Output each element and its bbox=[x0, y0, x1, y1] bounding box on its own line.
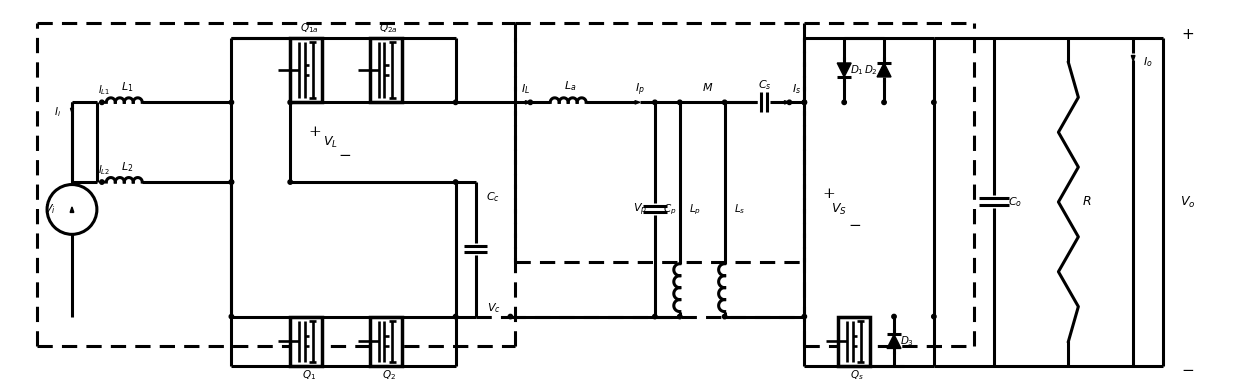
Text: $V_L$: $V_L$ bbox=[322, 135, 337, 150]
Circle shape bbox=[802, 314, 806, 319]
Polygon shape bbox=[635, 101, 640, 104]
Circle shape bbox=[677, 314, 682, 319]
Circle shape bbox=[892, 314, 897, 319]
Polygon shape bbox=[71, 108, 73, 113]
Polygon shape bbox=[377, 340, 381, 343]
Polygon shape bbox=[102, 101, 107, 104]
Text: $D_3$: $D_3$ bbox=[900, 335, 914, 348]
Text: $I_i$: $I_i$ bbox=[53, 105, 61, 119]
Circle shape bbox=[454, 100, 458, 104]
Circle shape bbox=[288, 180, 293, 184]
Polygon shape bbox=[526, 101, 531, 104]
Text: $-$: $-$ bbox=[339, 147, 352, 161]
Polygon shape bbox=[887, 334, 901, 348]
Polygon shape bbox=[837, 63, 851, 77]
Text: $I_{L1}$: $I_{L1}$ bbox=[98, 84, 110, 97]
Bar bbox=[290, 38, 322, 102]
Text: $V_p$: $V_p$ bbox=[632, 201, 647, 217]
Circle shape bbox=[454, 180, 458, 184]
Polygon shape bbox=[71, 207, 74, 212]
Text: $-$: $-$ bbox=[848, 217, 861, 231]
Circle shape bbox=[842, 100, 847, 104]
Text: $V_S$: $V_S$ bbox=[831, 202, 847, 217]
Circle shape bbox=[882, 100, 887, 104]
Text: $L_p$: $L_p$ bbox=[688, 202, 701, 217]
Polygon shape bbox=[1131, 55, 1135, 61]
Text: $C_c$: $C_c$ bbox=[486, 190, 501, 204]
Circle shape bbox=[677, 100, 682, 104]
Circle shape bbox=[931, 100, 936, 104]
Text: $I_s$: $I_s$ bbox=[792, 82, 801, 96]
Text: $V_i$: $V_i$ bbox=[45, 202, 56, 216]
Circle shape bbox=[99, 100, 104, 104]
Circle shape bbox=[229, 100, 233, 104]
Polygon shape bbox=[296, 340, 300, 343]
Circle shape bbox=[723, 314, 727, 319]
Text: $L_1$: $L_1$ bbox=[120, 80, 133, 94]
Text: $R$: $R$ bbox=[1081, 195, 1091, 209]
Text: $Q_1$: $Q_1$ bbox=[303, 368, 316, 382]
Polygon shape bbox=[296, 68, 300, 71]
Bar bbox=[290, 317, 322, 366]
Circle shape bbox=[652, 314, 657, 319]
Circle shape bbox=[99, 180, 104, 184]
Circle shape bbox=[229, 180, 233, 184]
Circle shape bbox=[802, 100, 806, 104]
Text: $Q_{2a}$: $Q_{2a}$ bbox=[379, 22, 398, 36]
Bar bbox=[370, 38, 402, 102]
Text: $L_a$: $L_a$ bbox=[564, 79, 577, 93]
Text: $-$: $-$ bbox=[1182, 362, 1194, 377]
Polygon shape bbox=[844, 340, 848, 343]
Text: $M$: $M$ bbox=[702, 81, 713, 93]
Text: $Q_s$: $Q_s$ bbox=[851, 368, 864, 382]
Circle shape bbox=[723, 100, 727, 104]
Polygon shape bbox=[877, 63, 892, 77]
Text: $C_o$: $C_o$ bbox=[1008, 195, 1023, 209]
Text: $V_c$: $V_c$ bbox=[486, 302, 500, 315]
Text: +: + bbox=[309, 125, 321, 139]
Bar bbox=[370, 317, 402, 366]
Text: $C_s$: $C_s$ bbox=[758, 79, 771, 92]
Text: $I_L$: $I_L$ bbox=[521, 82, 529, 96]
Bar bbox=[838, 317, 870, 366]
Text: $I_p$: $I_p$ bbox=[635, 81, 645, 98]
Circle shape bbox=[508, 314, 512, 319]
Text: +: + bbox=[823, 187, 836, 202]
Circle shape bbox=[229, 180, 233, 184]
Polygon shape bbox=[102, 181, 107, 183]
Circle shape bbox=[288, 100, 293, 104]
Text: $V_o$: $V_o$ bbox=[1180, 194, 1195, 209]
Text: $D_1$: $D_1$ bbox=[851, 63, 864, 77]
Text: $I_{L2}$: $I_{L2}$ bbox=[98, 163, 110, 177]
Circle shape bbox=[787, 100, 791, 104]
Text: $L_s$: $L_s$ bbox=[734, 202, 745, 216]
Text: $Q_{1a}$: $Q_{1a}$ bbox=[300, 22, 319, 36]
Circle shape bbox=[454, 314, 458, 319]
Polygon shape bbox=[785, 101, 790, 104]
Polygon shape bbox=[377, 68, 381, 71]
Text: $I_o$: $I_o$ bbox=[1143, 56, 1153, 69]
Circle shape bbox=[931, 314, 936, 319]
Circle shape bbox=[528, 100, 532, 104]
Text: $C_p$: $C_p$ bbox=[663, 202, 677, 217]
Text: $L_2$: $L_2$ bbox=[120, 160, 133, 174]
Circle shape bbox=[652, 100, 657, 104]
Circle shape bbox=[229, 314, 233, 319]
Text: $Q_2$: $Q_2$ bbox=[382, 368, 396, 382]
Circle shape bbox=[802, 100, 806, 104]
Text: $+$: $+$ bbox=[1182, 27, 1194, 41]
Text: $D_2$: $D_2$ bbox=[864, 63, 878, 77]
